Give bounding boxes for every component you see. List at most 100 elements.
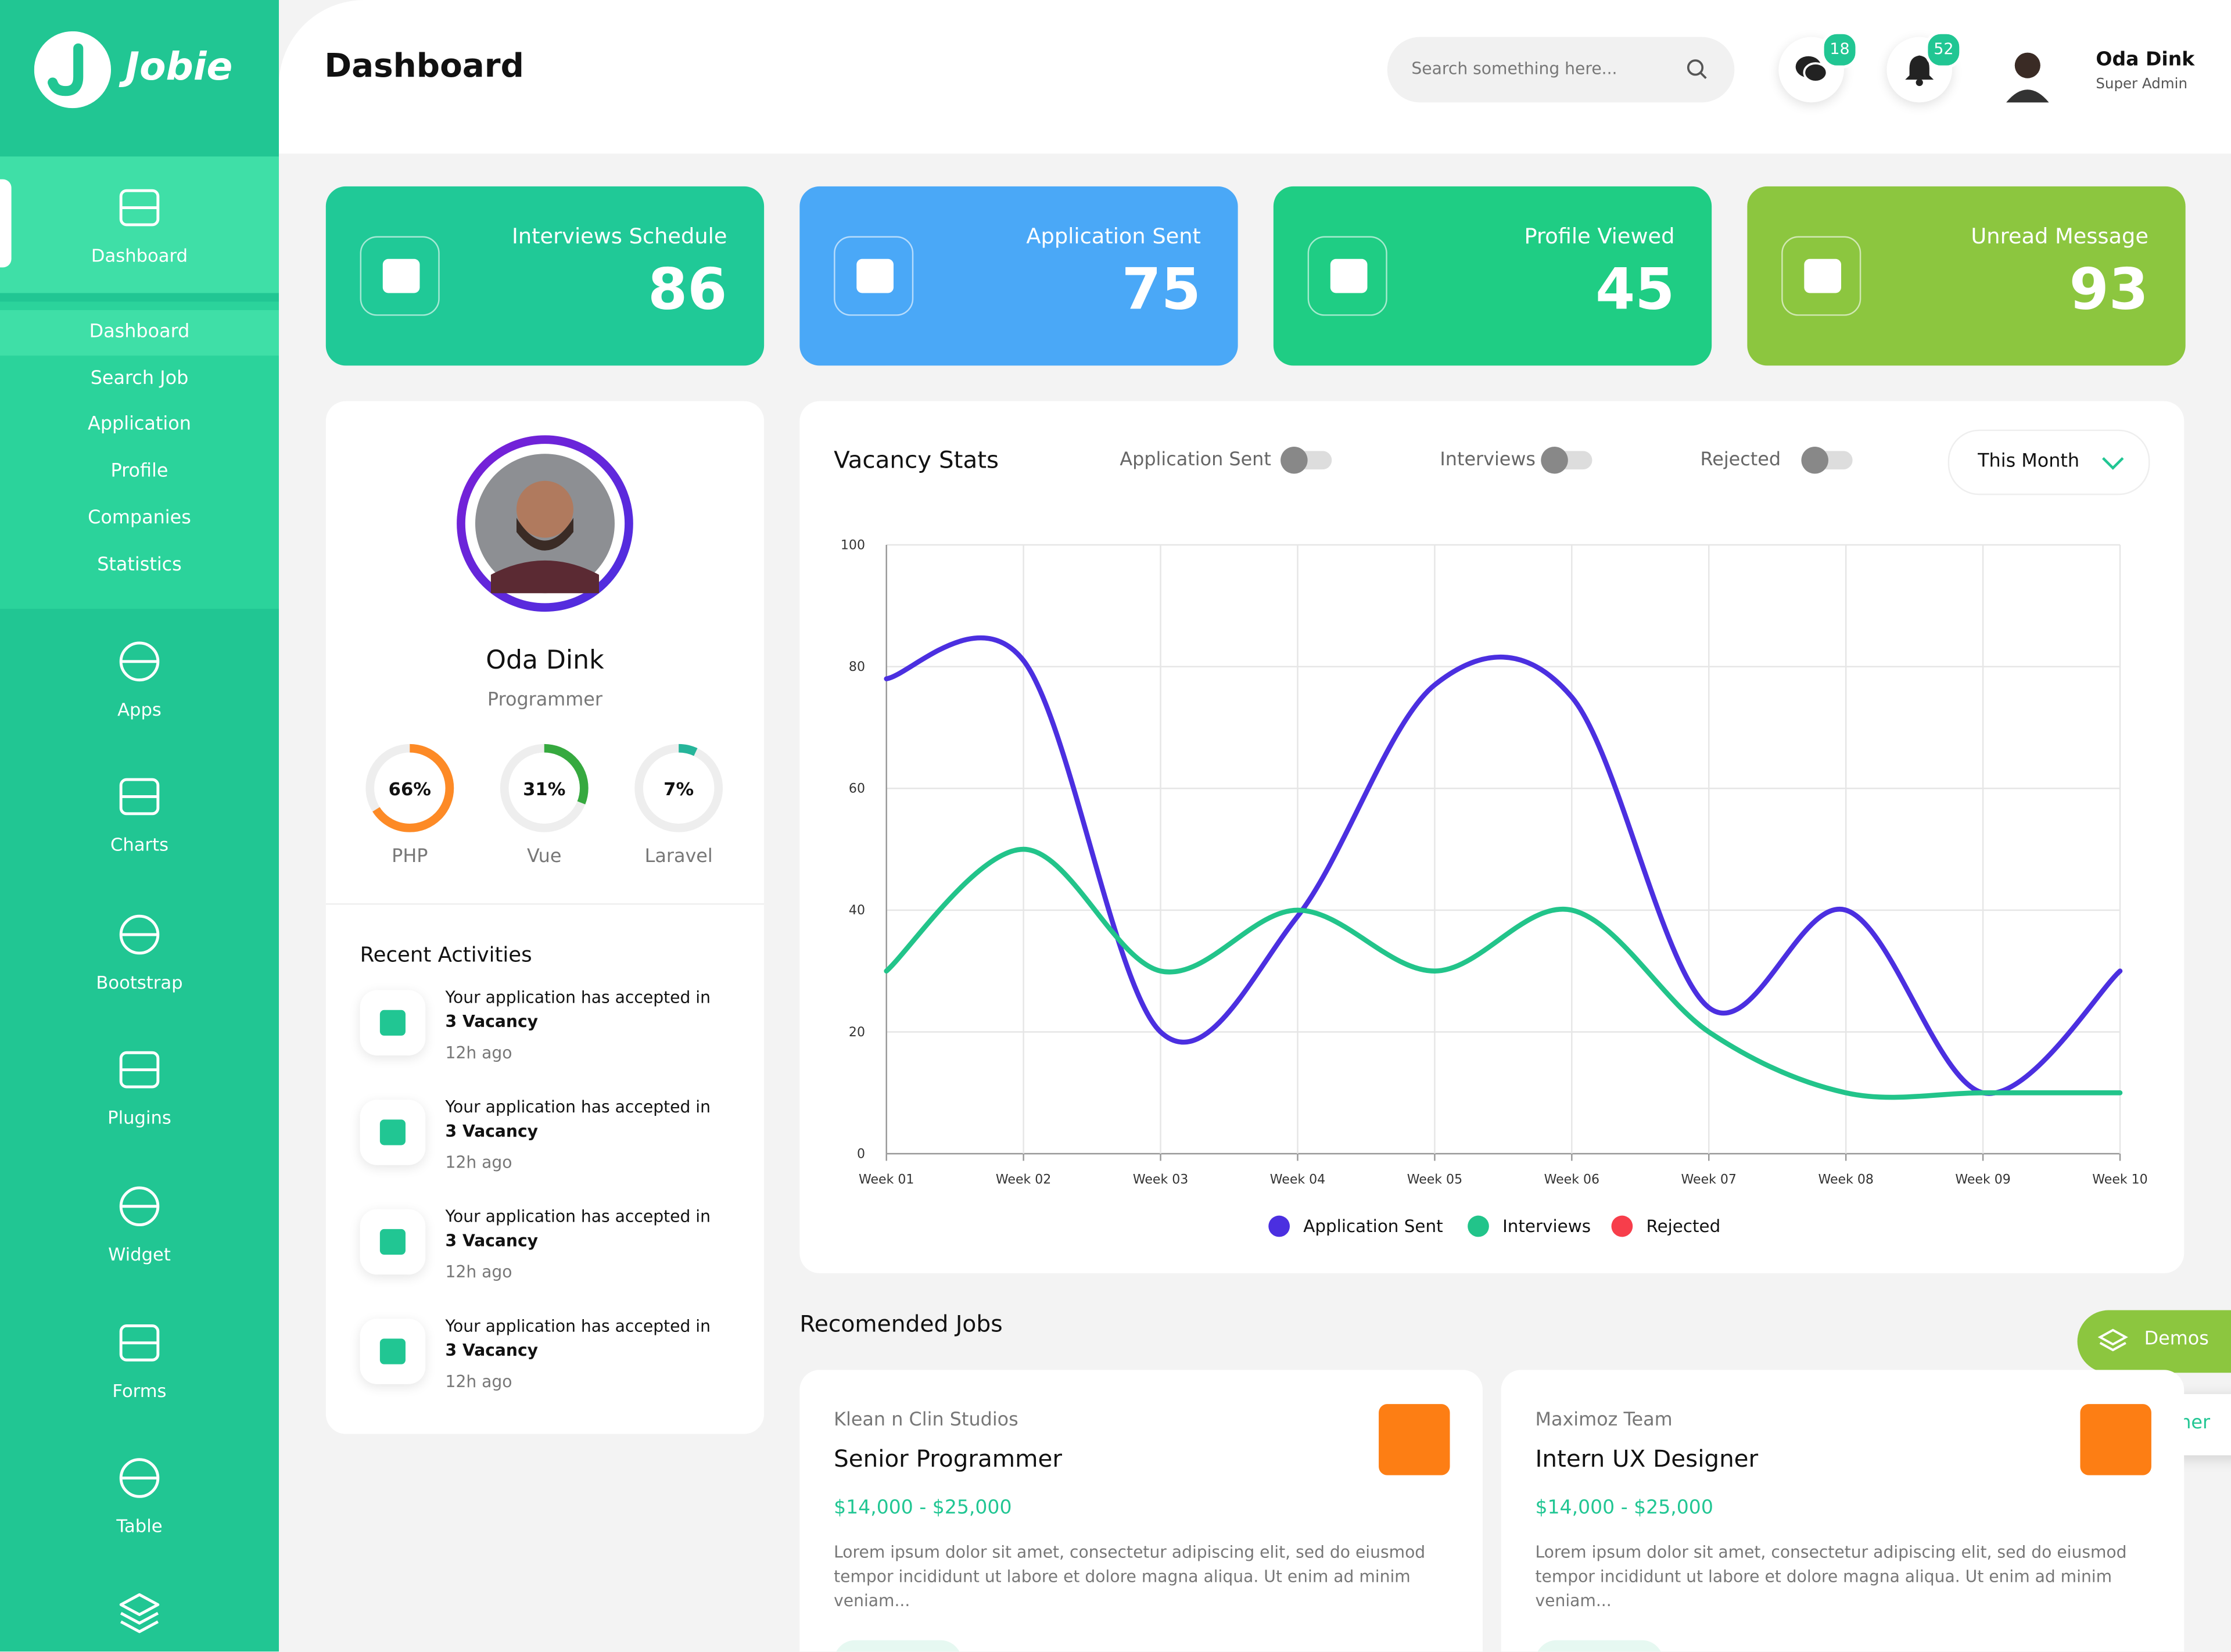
- puzzle: [379, 1010, 406, 1036]
- stat-label: Profile Viewed: [1524, 223, 1675, 249]
- stat-icon: [856, 258, 894, 293]
- topbar: Dashboard Search something here... 18 52…: [279, 0, 2231, 154]
- activity-text: Your application has accepted in: [445, 1316, 711, 1336]
- nav-icon: [119, 1186, 160, 1227]
- stat-value: 86: [648, 257, 727, 323]
- submenu-item[interactable]: Search Job: [90, 368, 189, 390]
- nav-label: Dashboard: [91, 245, 188, 266]
- profile-role: Programmer: [487, 689, 602, 712]
- toggle-switch[interactable]: [1801, 446, 1853, 474]
- profile-name: Oda Dink: [486, 645, 604, 676]
- activity-bold: 3 Vacancy: [445, 1011, 539, 1032]
- y-tick-label: 0: [857, 1147, 865, 1161]
- nav-label: Bootstrap: [96, 971, 183, 993]
- user-avatar[interactable]: [1995, 40, 2060, 106]
- notifications-button[interactable]: 52: [1886, 31, 1963, 103]
- message-badge: 18: [1821, 31, 1859, 69]
- nav-label: Charts: [110, 834, 169, 855]
- stat-icon-box: [1307, 236, 1387, 316]
- skill-name: PHP: [392, 845, 428, 867]
- layers-icon: [119, 1593, 160, 1633]
- job-title: Senior Programmer: [834, 1445, 1062, 1473]
- nav-item[interactable]: Apps: [0, 639, 279, 738]
- legend-dot: [1611, 1215, 1633, 1237]
- company-logo: [2080, 1404, 2151, 1475]
- job-card: Klean n Clin Studios Senior Programmer $14…: [799, 1370, 1483, 1652]
- stat-icon: [1330, 258, 1368, 293]
- bell-icon: [1905, 55, 1934, 87]
- line-chart: 0 20 40 60 80 100 Week 01 Week 02 Week 03 Week 04…: [841, 538, 2148, 1237]
- nav-item[interactable]: Charts: [0, 774, 279, 873]
- toggle-label: Rejected: [1700, 449, 1781, 471]
- nav-item[interactable]: Plugins: [0, 1047, 279, 1146]
- x-tick-label: Week 09: [1955, 1173, 2010, 1187]
- submenu-item[interactable]: Statistics: [97, 554, 182, 576]
- jobs-title: Recomended Jobs: [799, 1310, 1003, 1338]
- toggle-knob: [1541, 446, 1568, 474]
- puzzle: [379, 1229, 406, 1255]
- nav-icon: [119, 1051, 160, 1089]
- toggle-knob: [1801, 446, 1828, 474]
- x-tick-label: Week 04: [1270, 1173, 1325, 1187]
- profile-avatar: [457, 435, 633, 612]
- messages-button[interactable]: 18: [1778, 31, 1859, 103]
- apply-pill: [834, 1640, 962, 1652]
- submenu-item[interactable]: Dashboard: [89, 321, 190, 343]
- job-title: Intern UX Designer: [1535, 1445, 1759, 1473]
- stat-label: Interviews Schedule: [511, 223, 727, 249]
- submenu-item[interactable]: Companies: [88, 507, 191, 529]
- donut-label: 31%: [523, 780, 565, 800]
- donut-arc: [634, 744, 723, 832]
- activity-time: 12h ago: [445, 1371, 512, 1392]
- activity-icon: [360, 990, 426, 1056]
- activities-title: Recent Activities: [360, 944, 532, 968]
- stat-card: Application Sent 75: [799, 186, 1238, 366]
- vacancy-chart-card: Vacancy Stats This Month 0 20 40 60 80 100 Wee…: [799, 401, 2185, 1273]
- period-select[interactable]: This Month: [1947, 429, 2150, 495]
- nav-icon: [119, 778, 160, 816]
- y-tick-label: 40: [849, 903, 865, 918]
- x-tick-label: Week 01: [859, 1173, 914, 1187]
- legend-label: Interviews: [1502, 1216, 1591, 1236]
- stat-icon-box: [1781, 236, 1861, 316]
- x-tick-label: Week 05: [1407, 1173, 1462, 1187]
- activity-bold: 3 Vacancy: [445, 1121, 539, 1141]
- description: Lorem ipsum dolor sit amet, consectetur …: [1535, 1542, 2127, 1611]
- chart-title: Vacancy Stats: [834, 446, 999, 474]
- series-line: [884, 635, 2123, 1096]
- search-icon: [1687, 59, 1707, 79]
- nav-item[interactable]: Dashboard: [0, 185, 279, 284]
- puzzle: [379, 1338, 406, 1364]
- stat-label: Unread Message: [1971, 223, 2148, 249]
- salary: $14,000 - $25,000: [834, 1496, 1012, 1520]
- nav-label: Plugins: [107, 1107, 171, 1129]
- activity-bold: 3 Vacancy: [445, 1230, 539, 1251]
- demos-button[interactable]: Demos: [2077, 1310, 2231, 1373]
- toggle-switch[interactable]: [1281, 446, 1332, 474]
- toggle-label: Application Sent: [1120, 449, 1271, 471]
- y-tick-label: 60: [849, 782, 865, 796]
- description: Lorem ipsum dolor sit amet, consectetur …: [834, 1542, 1426, 1611]
- active-submenu-bg: [0, 310, 279, 356]
- nav-item[interactable]: Bootstrap: [0, 912, 279, 1011]
- demos-icon: [2097, 1328, 2128, 1352]
- x-tick-label: Week 10: [2092, 1173, 2147, 1187]
- toggle-switch[interactable]: [1541, 446, 1592, 474]
- nav-item[interactable]: Table: [0, 1455, 279, 1554]
- submenu-item[interactable]: Profile: [110, 461, 168, 483]
- nav-item[interactable]: Widget: [0, 1184, 279, 1283]
- sidebar: Jobie Dashboard Apps Charts Bootstrap Plugin…: [0, 0, 279, 1652]
- submenu-item[interactable]: Application: [88, 414, 191, 436]
- stat-card: Interviews Schedule 86: [325, 186, 765, 366]
- notification-badge: 52: [1925, 31, 1963, 69]
- brand: Jobie: [125, 45, 233, 90]
- donut-arc: [365, 744, 454, 832]
- search-box[interactable]: Search something here...: [1387, 37, 1735, 103]
- stat-icon-box: [360, 236, 440, 316]
- activity-text: Your application has accepted in: [445, 1097, 711, 1117]
- nav-item[interactable]: Forms: [0, 1320, 279, 1420]
- skill-name: Laravel: [645, 845, 713, 867]
- skills: 66% PHP 31% Vue 7% Laravel: [365, 744, 723, 867]
